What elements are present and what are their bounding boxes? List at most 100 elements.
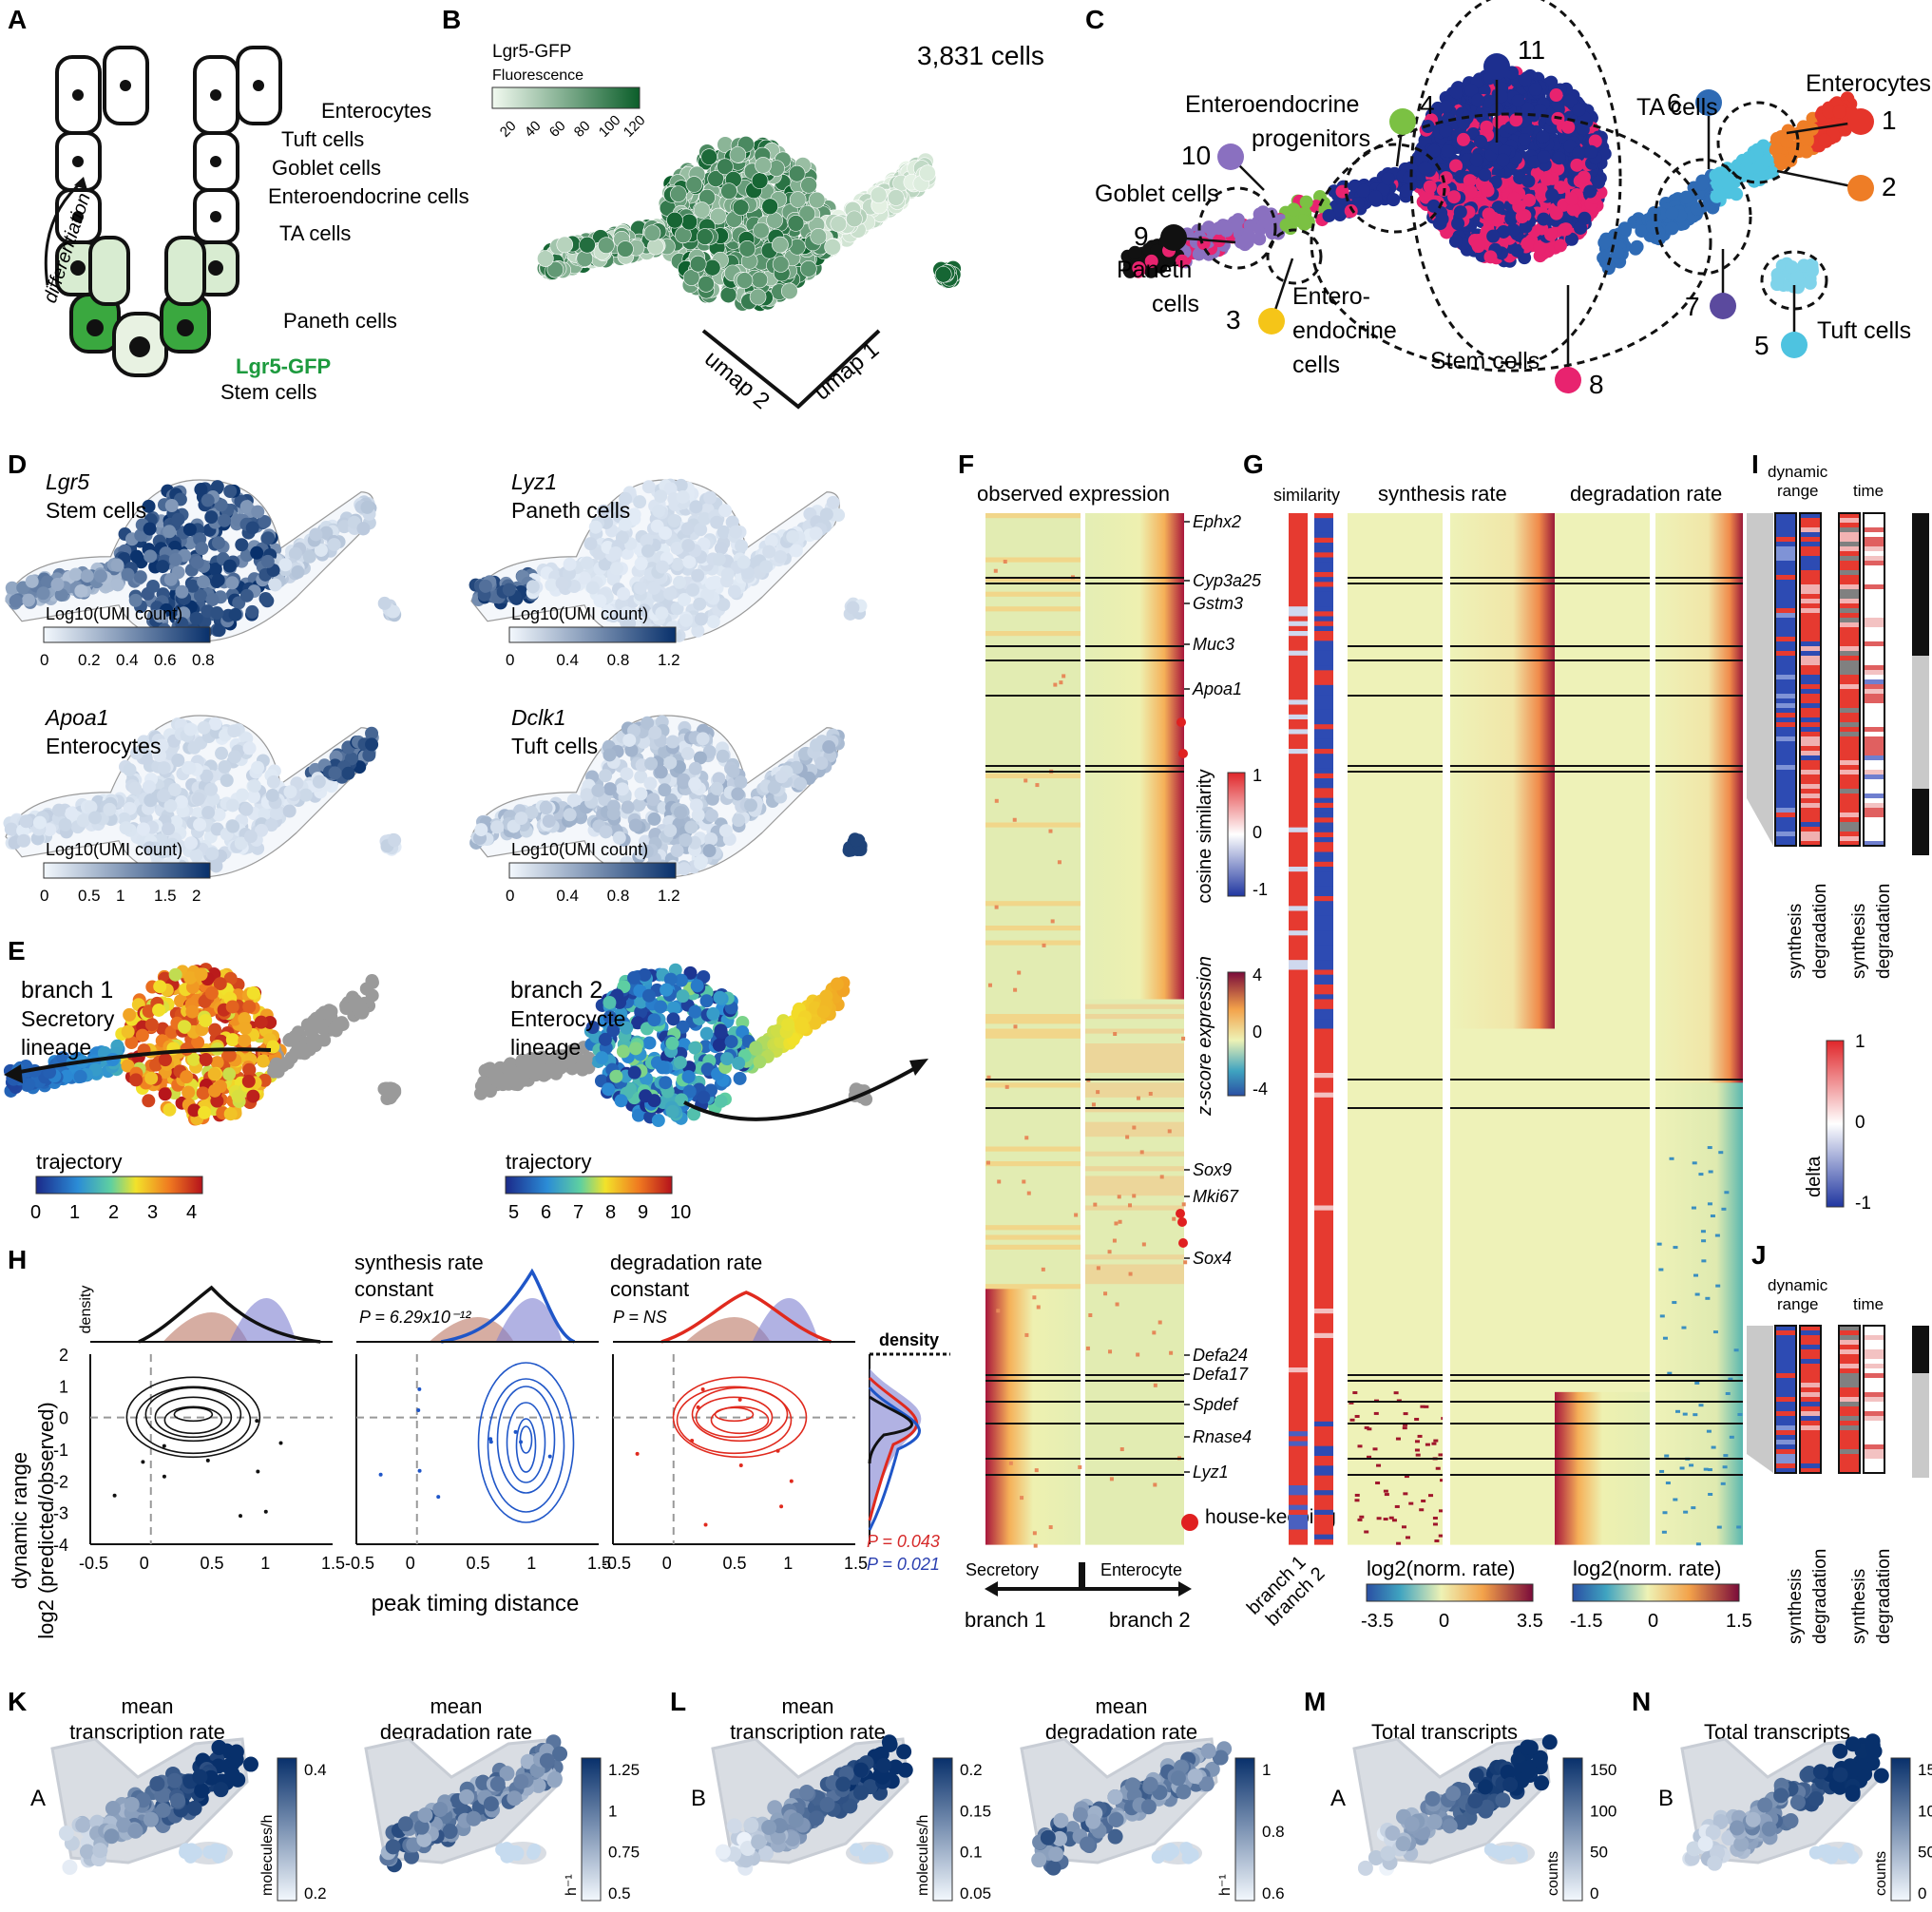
cell-point — [123, 762, 137, 776]
cell-point — [1665, 221, 1679, 236]
cell-point — [599, 769, 613, 783]
cell-point — [514, 812, 528, 826]
cell-point — [235, 788, 249, 802]
cell-point — [1447, 190, 1462, 204]
panel-letter: B — [442, 5, 461, 34]
cell-point — [609, 562, 623, 576]
tick-label: 0.2 — [78, 651, 101, 669]
cell-point — [258, 591, 273, 605]
cell-point — [194, 483, 208, 497]
cell-point — [226, 819, 240, 833]
cell-point — [720, 182, 737, 200]
label-ta: TA cells — [1636, 94, 1718, 121]
cell-point — [655, 560, 669, 574]
label-enteroendocrine: Enteroendocrine cells — [268, 184, 469, 208]
cell-point — [736, 272, 754, 289]
cell-point — [1540, 172, 1555, 186]
cell-point — [810, 228, 827, 245]
cluster-marker-8 — [1555, 367, 1581, 393]
cell-point — [260, 554, 275, 568]
cell-point — [1564, 192, 1578, 206]
cell-point — [738, 240, 756, 258]
cell-point — [1521, 174, 1536, 188]
tick-label: 2 — [192, 887, 201, 905]
tick-label: 1.5 — [154, 887, 177, 905]
arrow-head — [74, 177, 87, 190]
cell-point — [622, 733, 637, 747]
label-ee-1: Entero- — [1292, 283, 1370, 310]
cluster-marker-2 — [1847, 175, 1874, 201]
cell-point — [1478, 168, 1492, 182]
cell-point — [702, 844, 717, 858]
cell-type: Tuft cells — [511, 734, 598, 758]
cell-point — [1482, 207, 1496, 221]
cell-point — [1439, 124, 1453, 138]
cell-point — [282, 804, 296, 818]
cell-point — [688, 776, 702, 791]
cell-point — [819, 507, 833, 522]
cell-point — [774, 549, 788, 564]
fluorescence-colorbar — [491, 86, 641, 109]
cell-point — [617, 586, 631, 601]
legend-title: Log10(UMI count) — [46, 840, 182, 859]
cell-point — [1368, 190, 1383, 204]
cell-point — [4, 822, 18, 836]
cell-point — [103, 802, 117, 816]
cell-point — [168, 552, 182, 566]
cell-point — [641, 480, 656, 494]
label-goblet: Goblet cells — [272, 156, 381, 180]
cell-point — [628, 818, 642, 832]
cell-point — [789, 544, 803, 558]
cell-point — [189, 849, 203, 863]
cell-point — [183, 722, 198, 736]
cell-point — [1720, 175, 1734, 189]
cell-point — [205, 593, 220, 607]
cell-point — [704, 809, 718, 823]
cell-point — [772, 236, 789, 254]
cell-point — [1287, 202, 1301, 217]
cell-point — [283, 785, 297, 799]
cell-point — [822, 740, 836, 755]
cluster-marker-3 — [1258, 308, 1285, 335]
gene-name: Lyz1 — [511, 469, 557, 494]
cell-point — [269, 807, 283, 821]
cell-point — [689, 798, 703, 813]
cell-point — [655, 606, 669, 621]
panel-a: A differentiation — [8, 5, 469, 404]
cell-point — [704, 832, 718, 846]
cell-point — [735, 539, 749, 553]
crypt-diagram — [55, 46, 282, 377]
cell-point — [718, 504, 733, 518]
tick-label: 0 — [40, 887, 48, 905]
cell-point — [1381, 172, 1395, 186]
cell-point — [850, 833, 864, 848]
cell-point — [648, 726, 662, 740]
cell-point — [197, 720, 211, 735]
cell-point — [171, 512, 185, 526]
cell-point — [1449, 86, 1463, 100]
cell-point — [478, 579, 492, 593]
panel-letter: D — [8, 449, 27, 479]
cluster-marker-9 — [1160, 224, 1187, 251]
cell-point — [810, 738, 824, 753]
cell-point — [621, 800, 635, 814]
cell-point — [191, 792, 205, 806]
cell-point — [716, 749, 730, 763]
gene-name: Lgr5 — [46, 469, 89, 494]
cluster-marker-4 — [1389, 108, 1416, 135]
cell-point — [247, 779, 261, 793]
cell-point — [183, 836, 198, 851]
cell-point — [1799, 144, 1813, 159]
cell-point — [775, 770, 789, 784]
cell-point — [1439, 171, 1453, 185]
cell-point — [146, 579, 161, 593]
tick-label: 0.8 — [192, 651, 215, 669]
trajectory-umaps — [3, 963, 928, 1128]
cell-point — [163, 525, 177, 539]
cell-point — [676, 489, 690, 504]
cell-point — [682, 555, 697, 569]
label-tuft: Tuft cells — [281, 127, 364, 151]
colorbar — [508, 626, 677, 643]
cell-point — [729, 146, 747, 163]
cell-point — [542, 814, 556, 829]
